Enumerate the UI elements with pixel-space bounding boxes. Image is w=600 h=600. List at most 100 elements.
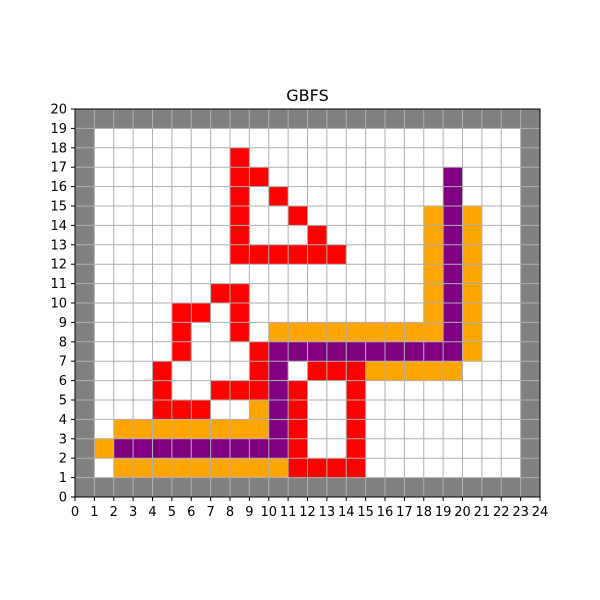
explored-cell [346, 361, 366, 381]
path-cell [133, 438, 153, 459]
explored-cell [230, 225, 250, 246]
wall-cell [520, 264, 541, 284]
frontier-cell [268, 458, 289, 478]
path-cell [307, 341, 328, 362]
explored-cell [268, 186, 289, 207]
explored-cell [288, 419, 308, 440]
frontier-cell [423, 264, 444, 284]
wall-cell [171, 109, 192, 129]
wall-cell [520, 303, 541, 323]
x-tick-label: 6 [187, 505, 195, 520]
wall-cell [75, 109, 95, 129]
explored-cell [249, 244, 270, 265]
wall-cell [75, 128, 95, 149]
wall-cell [75, 244, 95, 265]
frontier-cell [133, 419, 153, 440]
wall-cell [520, 186, 541, 207]
wall-cell [75, 147, 95, 168]
frontier-cell [94, 438, 115, 459]
explored-cell [171, 400, 192, 420]
wall-cell [520, 419, 541, 440]
explored-cell [346, 419, 366, 440]
explored-cell [191, 303, 211, 323]
wall-cell [210, 477, 231, 498]
explored-cell [152, 400, 173, 420]
path-cell [113, 438, 134, 459]
explored-cell [171, 322, 192, 343]
wall-cell [423, 109, 444, 129]
explored-cell [171, 303, 192, 323]
wall-cell [520, 322, 541, 343]
frontier-cell [443, 361, 463, 381]
path-cell [268, 400, 289, 420]
explored-cell [307, 361, 328, 381]
wall-cell [94, 109, 115, 129]
frontier-cell [462, 283, 483, 304]
frontier-cell [171, 458, 192, 478]
wall-cell [75, 438, 95, 459]
explored-cell [230, 206, 250, 226]
path-cell [191, 438, 211, 459]
frontier-cell [423, 322, 444, 343]
wall-cell [520, 477, 541, 498]
frontier-cell [365, 322, 386, 343]
wall-cell [520, 225, 541, 246]
wall-cell [113, 477, 134, 498]
wall-cell [152, 477, 173, 498]
path-cell [268, 380, 289, 401]
frontier-cell [423, 283, 444, 304]
x-tick-label: 9 [245, 505, 253, 520]
frontier-cell [346, 322, 366, 343]
path-cell [210, 438, 231, 459]
wall-cell [75, 225, 95, 246]
frontier-cell [404, 361, 425, 381]
path-cell [268, 438, 289, 459]
frontier-cell [404, 322, 425, 343]
frontier-cell [423, 225, 444, 246]
x-tick-label: 21 [474, 505, 491, 520]
wall-cell [307, 477, 328, 498]
wall-cell [520, 128, 541, 149]
x-tick-label: 14 [338, 505, 355, 520]
path-cell [443, 186, 463, 207]
y-tick-label: 2 [59, 452, 67, 467]
explored-cell [152, 361, 173, 381]
explored-cell [346, 380, 366, 401]
y-tick-label: 10 [50, 297, 67, 312]
x-tick-label: 2 [110, 505, 118, 520]
x-tick-label: 15 [357, 505, 374, 520]
explored-cell [288, 400, 308, 420]
path-cell [385, 341, 405, 362]
wall-cell [520, 341, 541, 362]
wall-cell [520, 206, 541, 226]
wall-cell [288, 109, 308, 129]
wall-cell [230, 477, 250, 498]
wall-cell [75, 380, 95, 401]
explored-cell [249, 167, 270, 187]
wall-cell [520, 458, 541, 478]
frontier-cell [210, 458, 231, 478]
y-tick-label: 12 [50, 258, 67, 273]
wall-cell [520, 400, 541, 420]
wall-cell [268, 477, 289, 498]
frontier-cell [462, 225, 483, 246]
frontier-cell [385, 322, 405, 343]
path-cell [346, 341, 366, 362]
x-tick-label: 0 [71, 505, 79, 520]
x-tick-label: 22 [493, 505, 510, 520]
frontier-cell [365, 361, 386, 381]
x-tick-label: 20 [454, 505, 471, 520]
path-cell [268, 361, 289, 381]
y-tick-label: 6 [59, 374, 67, 389]
explored-cell [230, 283, 250, 304]
explored-cell [249, 361, 270, 381]
wall-cell [249, 109, 270, 129]
frontier-cell [462, 303, 483, 323]
y-tick-label: 16 [50, 180, 67, 195]
y-tick-label: 20 [50, 103, 67, 118]
path-cell [443, 167, 463, 187]
wall-cell [385, 477, 405, 498]
wall-cell [268, 109, 289, 129]
frontier-cell [307, 322, 328, 343]
